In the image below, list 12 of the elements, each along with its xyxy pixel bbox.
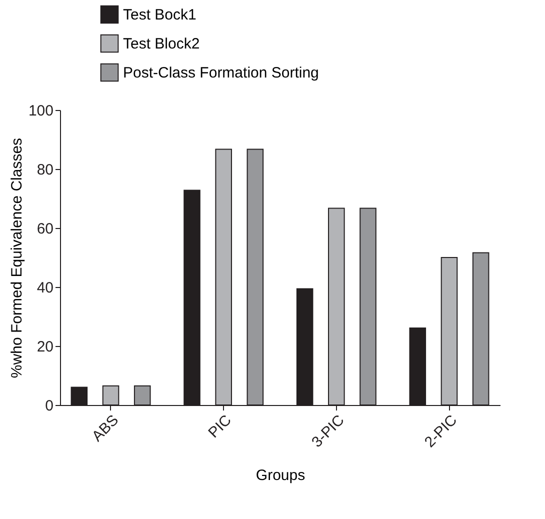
y-tick-label: 60 (36, 220, 54, 238)
y-tick-label: 100 (28, 102, 54, 120)
legend-label: Post-Class Formation Sorting (123, 64, 319, 82)
legend-label: Test Bock1 (123, 6, 196, 24)
y-tick-label: 40 (36, 280, 54, 296)
x-tick-label: PIC (205, 412, 236, 442)
y-axis-title: %who Formed Equivalence Classes (8, 138, 26, 378)
x-axis-title: Groups (256, 467, 306, 484)
legend-label: Test Block2 (123, 36, 200, 52)
y-tick-label: 20 (36, 338, 54, 356)
y-tick-label: 80 (36, 162, 54, 178)
y-tick-label: 0 (45, 398, 54, 414)
